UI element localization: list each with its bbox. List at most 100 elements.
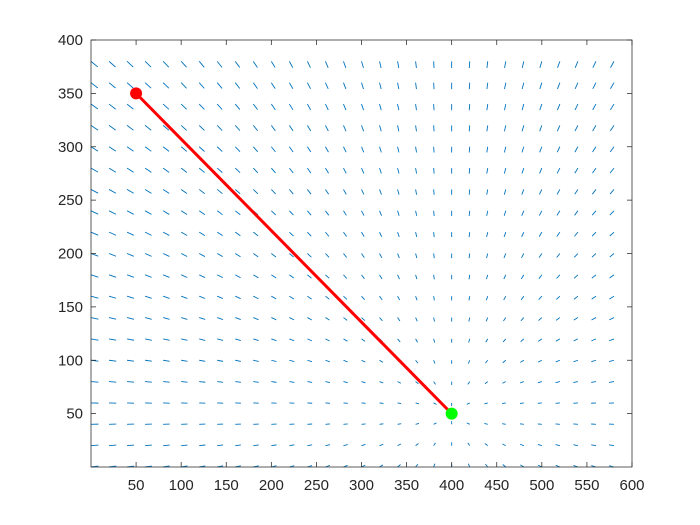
field-arrow xyxy=(415,103,417,111)
field-arrow xyxy=(379,210,382,216)
field-arrow xyxy=(198,253,206,257)
field-arrow xyxy=(433,296,435,301)
field-arrow xyxy=(325,82,329,90)
field-arrow xyxy=(521,189,525,195)
field-arrow xyxy=(504,125,507,132)
field-arrow xyxy=(271,381,277,383)
field-arrow xyxy=(343,189,347,195)
field-arrow xyxy=(468,232,471,238)
field-arrow xyxy=(484,402,488,405)
field-arrow xyxy=(467,463,471,468)
field-arrow xyxy=(90,189,99,194)
field-arrow xyxy=(592,82,597,90)
field-arrow xyxy=(325,103,329,111)
field-arrow xyxy=(361,359,366,363)
field-arrow xyxy=(252,82,258,89)
field-arrow xyxy=(556,167,561,174)
field-arrow xyxy=(361,210,365,216)
field-arrow xyxy=(591,381,597,383)
x-tick-label: 200 xyxy=(259,477,284,494)
field-arrow xyxy=(126,146,134,152)
x-tick-label: 100 xyxy=(169,477,194,494)
field-arrow xyxy=(343,103,347,111)
field-arrow xyxy=(538,253,543,258)
field-arrow xyxy=(253,295,259,300)
field-arrow xyxy=(108,210,117,215)
field-arrow xyxy=(556,295,561,300)
field-arrow xyxy=(485,338,489,343)
field-arrow xyxy=(504,82,507,90)
field-arrow xyxy=(90,444,99,447)
field-arrow xyxy=(397,167,400,174)
field-arrow xyxy=(216,146,223,152)
field-arrow xyxy=(537,381,542,384)
field-arrow xyxy=(503,189,507,195)
field-arrow xyxy=(306,61,311,68)
field-arrow xyxy=(144,189,152,194)
field-arrow xyxy=(162,125,170,131)
field-arrow xyxy=(180,82,187,89)
field-arrow xyxy=(573,359,579,363)
field-arrow xyxy=(289,189,294,195)
field-arrow xyxy=(361,231,365,237)
field-arrow xyxy=(538,274,543,279)
field-arrow xyxy=(609,231,615,237)
x-tick-label: 300 xyxy=(349,477,374,494)
field-arrow xyxy=(521,61,525,69)
field-arrow xyxy=(163,359,170,362)
field-arrow xyxy=(235,274,241,279)
y-tick-label: 150 xyxy=(58,299,83,316)
field-arrow xyxy=(307,146,312,153)
field-arrow xyxy=(108,274,117,278)
field-arrow xyxy=(537,359,543,363)
field-arrow xyxy=(289,381,295,383)
field-arrow xyxy=(271,444,277,447)
field-arrow xyxy=(557,61,561,68)
vector-field xyxy=(90,61,615,468)
field-arrow xyxy=(217,381,224,383)
field-arrow xyxy=(198,82,205,89)
field-arrow xyxy=(343,146,347,153)
field-arrow xyxy=(108,381,117,383)
field-arrow xyxy=(574,103,579,111)
field-arrow xyxy=(415,274,418,280)
field-arrow xyxy=(433,422,437,425)
field-arrow xyxy=(538,295,543,300)
field-arrow xyxy=(609,125,615,132)
field-arrow xyxy=(502,443,506,447)
field-arrow xyxy=(609,189,615,195)
field-arrow xyxy=(574,61,579,68)
field-arrow xyxy=(415,359,419,364)
field-arrow xyxy=(234,82,241,89)
field-arrow xyxy=(609,146,615,153)
x-tick-label: 550 xyxy=(574,477,599,494)
field-arrow xyxy=(307,253,312,258)
goal-point-marker xyxy=(445,407,458,420)
y-axis: 50 100 150 200 250 300 350 400 xyxy=(58,32,632,423)
field-arrow xyxy=(502,338,507,343)
field-arrow xyxy=(468,296,471,301)
field-arrow xyxy=(325,61,329,68)
field-arrow xyxy=(325,338,330,342)
field-arrow xyxy=(235,253,241,258)
field-arrow xyxy=(180,210,188,215)
field-arrow xyxy=(573,295,579,300)
field-arrow xyxy=(379,317,383,322)
field-arrow xyxy=(486,125,489,132)
field-arrow xyxy=(556,189,561,195)
x-tick-label: 400 xyxy=(439,477,464,494)
field-arrow xyxy=(127,444,135,447)
field-arrow xyxy=(162,103,170,110)
field-arrow xyxy=(467,381,471,385)
field-arrow xyxy=(90,253,99,257)
field-arrow xyxy=(181,359,188,362)
field-arrow xyxy=(556,103,561,111)
field-arrow xyxy=(199,359,206,362)
field-arrow xyxy=(253,231,259,237)
field-arrow xyxy=(253,338,259,342)
field-arrow xyxy=(361,444,366,447)
field-arrow xyxy=(379,253,383,259)
field-arrow xyxy=(181,444,188,447)
field-arrow xyxy=(90,125,99,131)
